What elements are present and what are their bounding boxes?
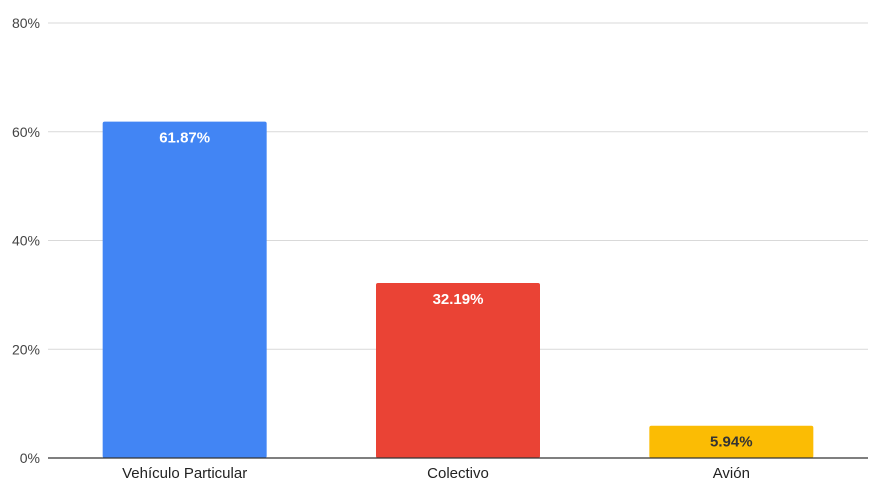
- x-category-label: Colectivo: [427, 465, 489, 482]
- y-tick-label: 20%: [12, 341, 40, 357]
- y-tick-label: 80%: [12, 15, 40, 31]
- data-label: 5.94%: [710, 434, 753, 451]
- x-category-label: Vehículo Particular: [122, 465, 247, 482]
- data-labels: 61.87% 32.19% 5.94%: [159, 130, 752, 451]
- y-tick-label: 0%: [20, 450, 40, 466]
- data-label: 61.87%: [159, 130, 210, 147]
- bar: [102, 121, 267, 458]
- y-axis-tick-labels: 0% 20% 40% 60% 80%: [12, 15, 40, 466]
- y-tick-label: 40%: [12, 233, 40, 249]
- y-tick-label: 60%: [12, 124, 40, 140]
- x-category-label: Avión: [713, 465, 750, 482]
- bars: [102, 121, 814, 458]
- data-label: 32.19%: [433, 291, 484, 308]
- x-axis-category-labels: Vehículo Particular Colectivo Avión: [122, 465, 750, 482]
- bar: [376, 282, 540, 458]
- bar: [649, 425, 814, 458]
